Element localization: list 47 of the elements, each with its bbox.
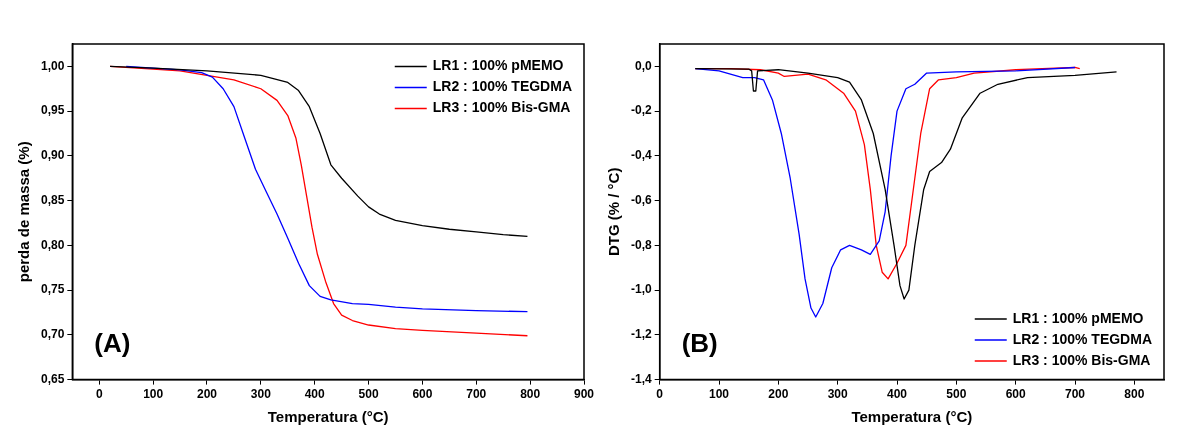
annotation: (B)	[681, 327, 718, 358]
y-tick-label: 0,80	[41, 237, 65, 252]
y-tick-label: 0,90	[41, 148, 65, 163]
y-tick-label: -1,4	[630, 371, 652, 386]
x-axis-title: Temperatura (°C)	[267, 408, 389, 426]
legend-label: LR3 : 100% Bis-GMA	[1012, 351, 1151, 368]
x-tick-label: 600	[1005, 387, 1026, 402]
x-tick-label: 700	[1064, 387, 1086, 402]
y-axis-title: perda de massa (%)	[15, 141, 33, 283]
y-tick-label: 0,75	[41, 282, 65, 297]
y-tick-label: 0,0	[634, 58, 652, 73]
y-tick-label: 1,00	[41, 58, 65, 73]
x-tick-label: 200	[196, 387, 218, 402]
x-tick-label: 300	[250, 387, 272, 402]
x-axis-title: Temperatura (°C)	[851, 408, 973, 426]
x-tick-label: 500	[946, 387, 967, 402]
x-tick-label: 900	[573, 387, 595, 402]
x-tick-label: 100	[143, 387, 164, 402]
x-tick-label: 800	[520, 387, 541, 402]
y-tick-label: -0,6	[630, 192, 652, 207]
y-tick-label: -0,2	[630, 103, 652, 118]
y-tick-label: 0,95	[41, 103, 65, 118]
x-tick-label: 0	[656, 387, 664, 402]
legend-label: LR3 : 100% Bis-GMA	[432, 99, 571, 116]
x-tick-label: 600	[412, 387, 433, 402]
annotation: (A)	[94, 327, 131, 358]
legend-label: LR2 : 100% TEGDMA	[1012, 330, 1152, 347]
legend-label: LR1 : 100% pMEMO	[1012, 309, 1144, 326]
y-tick-label: -0,8	[630, 237, 652, 252]
x-tick-label: 500	[358, 387, 379, 402]
x-tick-label: 100	[708, 387, 730, 402]
x-tick-label: 0	[95, 387, 103, 402]
y-tick-label: 0,70	[41, 327, 65, 342]
legend-label: LR1 : 100% pMEMO	[432, 57, 564, 74]
y-tick-label: 0,65	[41, 371, 65, 386]
y-tick-label: -1,0	[630, 282, 652, 297]
x-tick-label: 800	[1124, 387, 1145, 402]
x-tick-label: 200	[768, 387, 789, 402]
y-tick-label: -0,4	[630, 148, 652, 163]
legend-label: LR2 : 100% TEGDMA	[432, 78, 572, 95]
x-tick-label: 400	[304, 387, 326, 402]
x-tick-label: 300	[827, 387, 849, 402]
x-tick-label: 700	[466, 387, 487, 402]
x-tick-label: 400	[886, 387, 908, 402]
y-tick-label: -1,2	[630, 327, 652, 342]
y-axis-title: DTG (% / °C)	[605, 167, 623, 257]
y-tick-label: 0,85	[41, 192, 65, 207]
